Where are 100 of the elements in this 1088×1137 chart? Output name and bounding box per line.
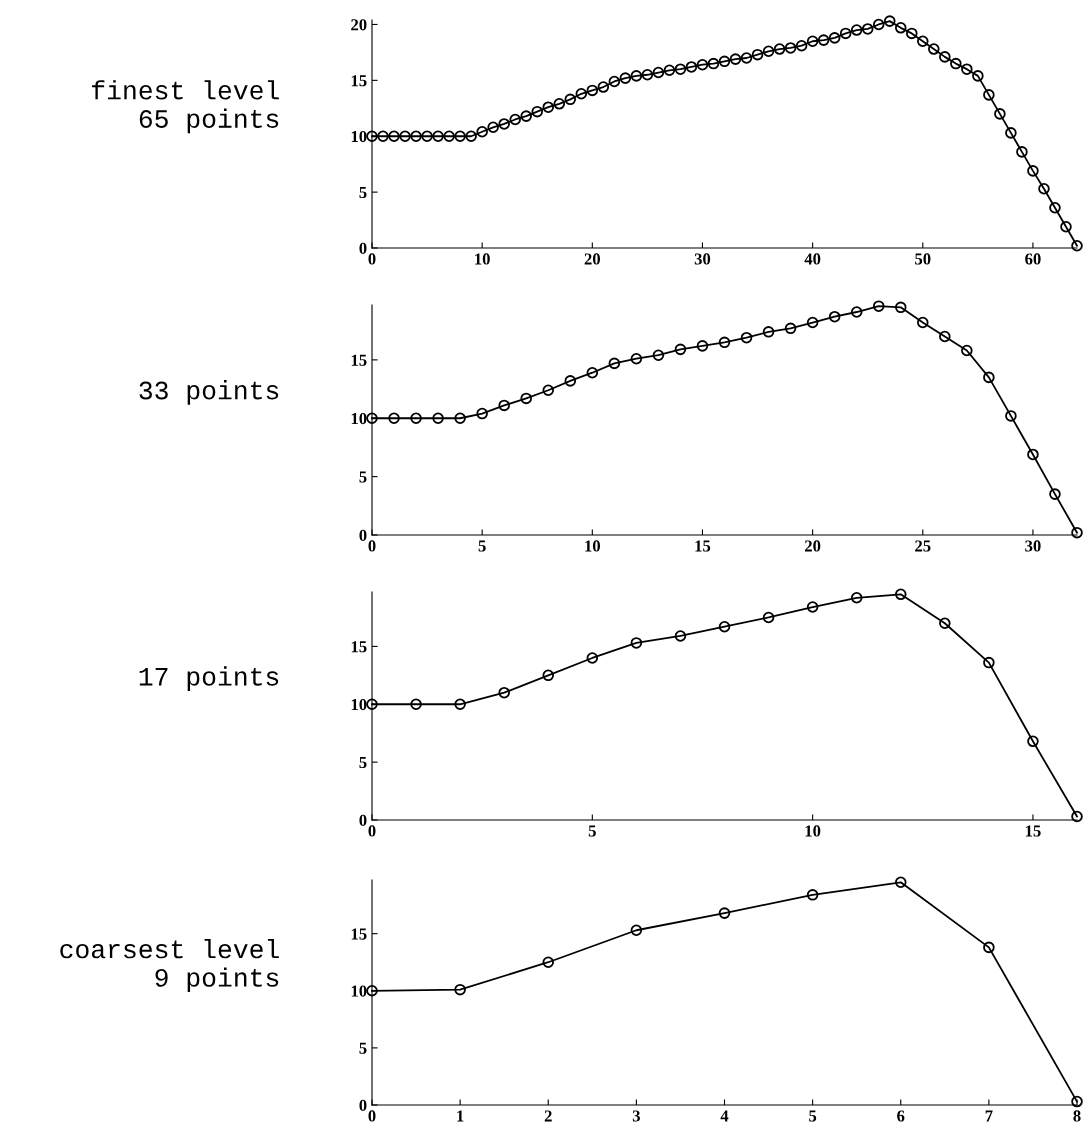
y-tick-label: 15 xyxy=(351,354,367,366)
point xyxy=(476,407,488,420)
x-tick-label: 5 xyxy=(809,1110,817,1122)
y-tick-label: 20 xyxy=(351,19,367,31)
point xyxy=(454,412,466,425)
text: finest level 65 points xyxy=(92,80,279,134)
point xyxy=(740,331,753,344)
point xyxy=(432,412,444,425)
point xyxy=(674,630,687,642)
point xyxy=(564,375,577,387)
point xyxy=(1027,735,1039,748)
x-tick-label: 0 xyxy=(368,1110,376,1122)
point xyxy=(718,336,731,349)
point xyxy=(652,349,665,361)
y-tick-label: 5 xyxy=(359,471,367,483)
point xyxy=(454,698,466,711)
x-tick-label: 6 xyxy=(897,1110,905,1122)
x-tick-label: 25 xyxy=(915,540,931,552)
y-tick-label: 0 xyxy=(359,529,367,541)
point xyxy=(674,343,687,356)
x-tick-label: 0 xyxy=(368,253,376,265)
point xyxy=(366,412,378,425)
point xyxy=(498,399,510,412)
point xyxy=(1071,526,1083,539)
point xyxy=(542,956,555,968)
y-tick-label: 15 xyxy=(351,641,367,653)
x-tick-label: 20 xyxy=(584,253,601,265)
point xyxy=(630,924,643,937)
x-tick-label: 50 xyxy=(915,253,931,265)
x-tick-label: 7 xyxy=(985,1110,993,1122)
x-tick-label: 8 xyxy=(1073,1110,1081,1122)
y-tick-label: 5 xyxy=(359,757,367,769)
point xyxy=(410,698,422,711)
x-tick-label: 10 xyxy=(805,825,821,837)
x-tick-label: 15 xyxy=(1025,825,1041,837)
point xyxy=(894,876,907,889)
point xyxy=(939,617,951,630)
x-tick-label: 0 xyxy=(368,825,376,837)
point xyxy=(961,344,973,357)
y-tick-label: 15 xyxy=(351,75,367,87)
x-tick-label: 2 xyxy=(544,1110,552,1122)
point xyxy=(983,941,995,954)
point xyxy=(586,366,599,379)
point xyxy=(388,412,400,425)
y-tick-label: 10 xyxy=(351,130,367,143)
x-tick-label: 4 xyxy=(720,1110,729,1122)
point xyxy=(850,306,863,318)
point xyxy=(939,330,951,343)
y-tick-label: 5 xyxy=(359,1042,367,1054)
x-tick-label: 0 xyxy=(368,540,376,552)
text: 33 points xyxy=(139,380,279,405)
point xyxy=(366,698,378,711)
point xyxy=(1071,1095,1083,1108)
point xyxy=(608,357,621,370)
text: coarsest level 9 points xyxy=(60,938,279,993)
point xyxy=(917,316,929,329)
y-tick-label: 0 xyxy=(359,242,367,254)
y-tick-label: 10 xyxy=(351,412,367,425)
point xyxy=(828,310,841,323)
point xyxy=(894,301,907,314)
point xyxy=(894,588,907,601)
point xyxy=(718,907,731,919)
point xyxy=(520,392,532,405)
point xyxy=(1027,448,1039,461)
point xyxy=(850,592,863,604)
point xyxy=(696,340,709,352)
point xyxy=(366,985,378,997)
point xyxy=(762,326,775,338)
y-tick-label: 0 xyxy=(359,814,367,826)
point xyxy=(806,601,819,613)
point xyxy=(718,620,731,633)
x-tick-label: 40 xyxy=(804,253,821,265)
point xyxy=(630,637,643,649)
y-tick-label: 10 xyxy=(351,698,367,711)
x-tick-label: 30 xyxy=(694,253,711,265)
text: 17 points xyxy=(139,666,279,691)
point xyxy=(983,371,995,384)
x-tick-label: 5 xyxy=(478,540,486,552)
point xyxy=(806,889,819,901)
point xyxy=(1071,810,1083,823)
x-tick-label: 1 xyxy=(457,1110,464,1122)
point xyxy=(1005,410,1017,422)
point xyxy=(806,316,819,329)
point xyxy=(1049,488,1061,500)
x-tick-label: 60 xyxy=(1025,253,1041,265)
point xyxy=(454,983,466,996)
point xyxy=(784,322,797,335)
point xyxy=(872,300,885,312)
point xyxy=(630,352,643,365)
point xyxy=(542,384,555,396)
point xyxy=(983,656,995,669)
x-tick-label: 30 xyxy=(1025,540,1041,552)
point xyxy=(762,611,775,624)
x-tick-label: 5 xyxy=(588,825,596,837)
x-tick-label: 3 xyxy=(632,1110,640,1122)
y-tick-label: 15 xyxy=(351,928,367,940)
x-tick-label: 20 xyxy=(804,540,821,552)
x-tick-label: 10 xyxy=(475,253,490,265)
x-tick-label: 15 xyxy=(695,540,711,552)
point xyxy=(586,652,599,664)
